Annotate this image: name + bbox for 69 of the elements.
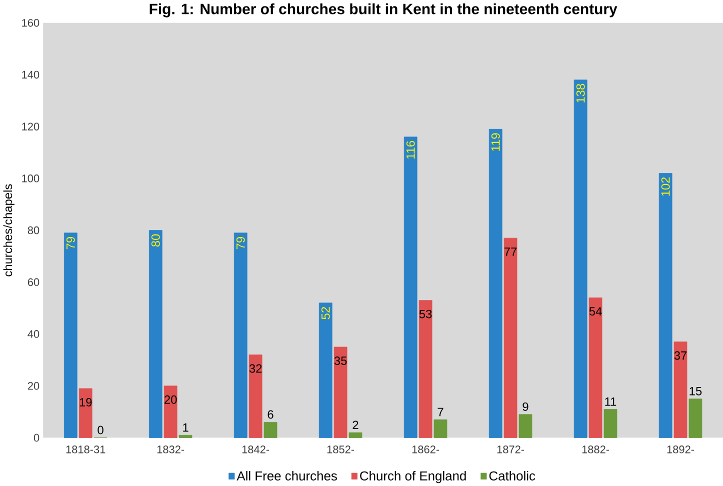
data-label: 9 bbox=[522, 402, 528, 411]
data-label: 119 bbox=[491, 133, 500, 151]
x-tick-label: 1832- bbox=[157, 446, 184, 454]
data-label: 138 bbox=[576, 84, 585, 102]
data-label: 0 bbox=[98, 426, 104, 434]
bar bbox=[234, 232, 248, 438]
bar bbox=[78, 388, 92, 438]
data-label: 37 bbox=[674, 351, 687, 360]
data-label: 52 bbox=[321, 307, 330, 320]
legend-label: All Free churches bbox=[236, 471, 337, 481]
bar bbox=[264, 422, 278, 438]
bar bbox=[504, 238, 518, 438]
y-tick-label: 140 bbox=[22, 70, 40, 79]
x-tick-label: 1842- bbox=[242, 446, 270, 454]
bar bbox=[518, 414, 532, 438]
y-tick-label: 40 bbox=[28, 330, 40, 338]
bar bbox=[164, 386, 178, 438]
data-label: 79 bbox=[66, 237, 75, 250]
data-label: 116 bbox=[406, 141, 415, 159]
bar bbox=[348, 432, 362, 438]
x-tick-label: 1818-31 bbox=[66, 446, 106, 454]
x-tick-label: 1852- bbox=[327, 446, 354, 454]
data-label: 19 bbox=[80, 398, 92, 407]
data-label: 1 bbox=[183, 424, 188, 432]
chart-title: Fig. 1: Number of churches built in Kent in the nineteenth century bbox=[150, 3, 618, 18]
data-label: 2 bbox=[352, 420, 358, 430]
bar bbox=[178, 435, 192, 438]
bar bbox=[488, 129, 502, 438]
bar bbox=[318, 302, 332, 438]
bar bbox=[574, 80, 588, 438]
bar bbox=[604, 409, 618, 438]
bar bbox=[688, 398, 702, 438]
y-tick-label: 160 bbox=[22, 19, 40, 27]
x-tick-label: 1882- bbox=[582, 446, 610, 454]
x-tick-label: 1872- bbox=[497, 446, 524, 454]
y-tick-label: 120 bbox=[22, 122, 40, 130]
data-label: 79 bbox=[236, 237, 245, 250]
data-label: 80 bbox=[151, 234, 160, 247]
bar bbox=[334, 346, 348, 438]
y-tick-label: 60 bbox=[28, 278, 40, 286]
data-label: 6 bbox=[268, 410, 274, 419]
bar bbox=[418, 300, 432, 438]
y-axis-title: churches/chapels bbox=[3, 184, 14, 276]
data-label: 11 bbox=[605, 398, 616, 406]
data-label: 77 bbox=[504, 248, 517, 256]
bar bbox=[588, 298, 602, 438]
bar bbox=[658, 173, 672, 438]
y-tick-label: 0 bbox=[34, 434, 40, 442]
data-label: 102 bbox=[661, 177, 670, 196]
x-tick-label: 1862- bbox=[412, 446, 440, 454]
y-tick-label: 20 bbox=[28, 382, 40, 390]
bar bbox=[434, 419, 448, 438]
data-label: 20 bbox=[164, 395, 177, 404]
data-label: 54 bbox=[589, 307, 602, 316]
data-label: 32 bbox=[249, 364, 262, 373]
data-label: 53 bbox=[419, 310, 432, 318]
bar bbox=[64, 232, 78, 438]
bar bbox=[148, 230, 162, 438]
bar bbox=[674, 342, 688, 438]
data-label: 35 bbox=[334, 356, 347, 366]
legend-label: Church of England bbox=[360, 471, 466, 484]
bar bbox=[404, 136, 418, 438]
data-label: 15 bbox=[690, 387, 702, 396]
y-tick-label: 100 bbox=[22, 174, 40, 182]
legend-label: Catholic bbox=[489, 471, 536, 481]
y-tick-label: 80 bbox=[28, 226, 40, 234]
data-label: 7 bbox=[438, 408, 444, 416]
x-tick-label: 1892- bbox=[667, 446, 694, 454]
bar bbox=[248, 354, 262, 438]
